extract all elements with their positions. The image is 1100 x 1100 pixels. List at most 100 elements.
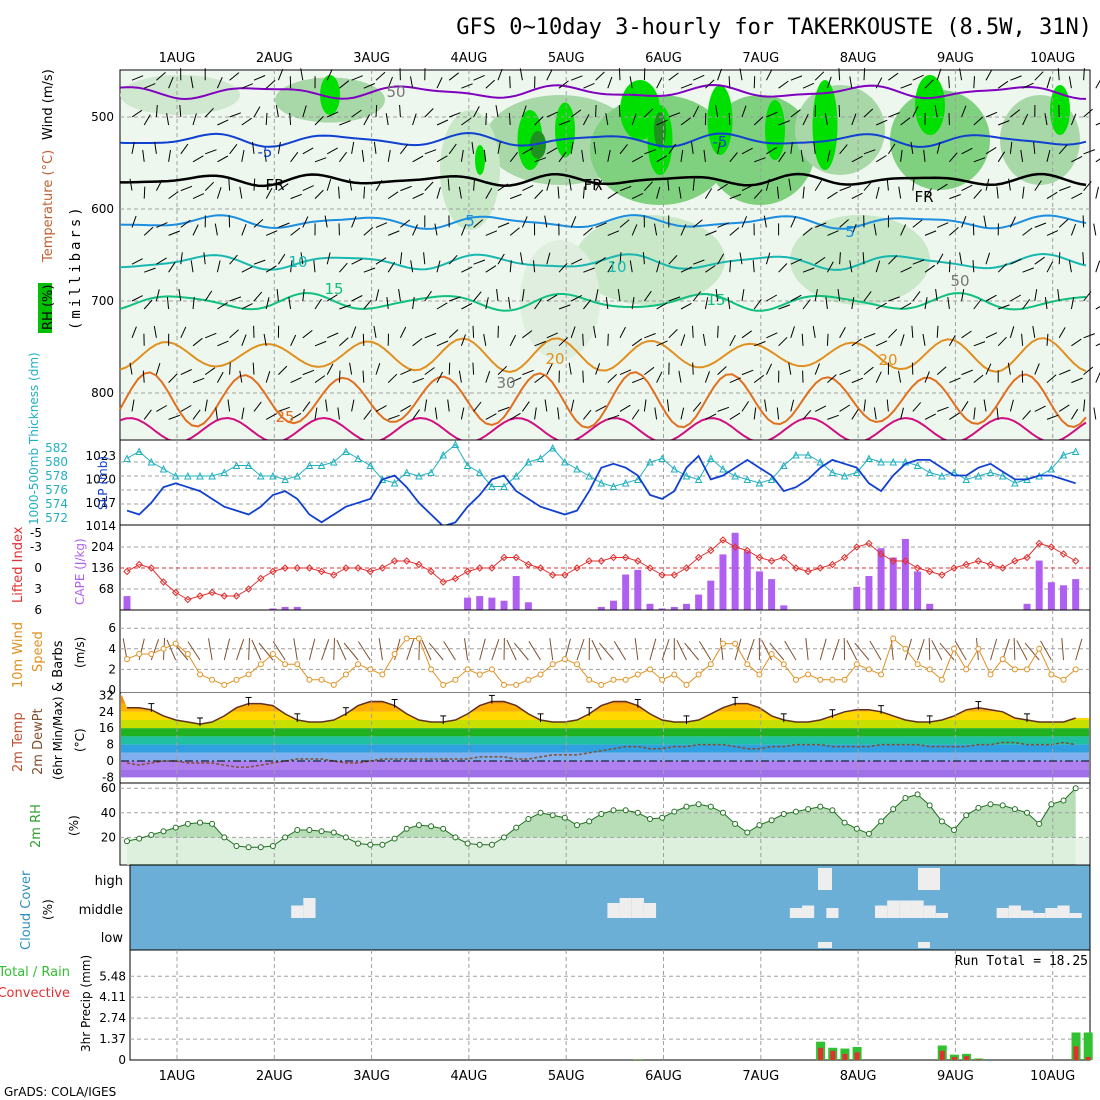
wind-barb [278,183,289,192]
wind-barb [839,327,846,339]
y-tick-label: 600 [91,202,114,216]
wind-barb [631,155,644,163]
rh-point [184,820,191,827]
rh-point [841,819,848,826]
wind-barb [473,106,480,118]
wind10-barb [1016,640,1028,661]
wind-barb [339,120,351,126]
wind-barb [204,290,213,302]
wind-barb [900,302,912,310]
wind10-point [744,661,751,668]
wind-barb [522,184,534,192]
wind-barb [949,152,958,163]
y-tick-label: 578 [45,469,68,483]
wind-barb [949,377,961,384]
wind-barb [997,80,1009,89]
wind-barb [351,295,363,302]
li-point [998,564,1007,572]
wind-barb [276,289,279,302]
wind10-barb [990,638,998,661]
li-point [755,553,764,562]
wind-barb [412,377,424,384]
wind10-point [999,656,1006,663]
wind-barb [948,76,950,89]
wind-barb [1057,68,1060,81]
wind10-barb [418,637,420,661]
wind-barb [337,407,340,420]
li-point [926,567,934,576]
contour-5 [119,214,1087,230]
wind-barb [753,299,762,310]
rh-point [622,807,629,814]
wind-barb [949,227,959,236]
li-point [840,553,849,562]
wind-barb [388,230,400,236]
wind-barb [998,304,1010,310]
wind-barb [497,253,505,265]
wind-barb [1009,141,1013,154]
wind-barb [863,181,873,191]
wind-barb [607,230,620,236]
wind-barb [264,149,267,162]
wind-barb [814,289,818,302]
w10-ylabel-c: & Barbs [51,640,66,692]
bottom-day-label: 1AUG [159,1069,196,1084]
contour-label: 5 [465,212,475,230]
wind-barb [924,371,930,383]
thickness-point [743,475,752,483]
wind-barb [826,261,834,273]
wind-barb [314,116,324,126]
wind-barb [1010,75,1022,81]
wind-barb [424,108,434,118]
wind-barb [900,407,904,420]
wind-barb [765,69,773,81]
wind-barb [217,302,228,310]
cloud-middle-cell [899,900,912,918]
wind-barb [570,109,582,118]
wind-barb [692,74,705,81]
wind-barb [997,151,1006,163]
wind-barb [534,407,537,420]
wind-barb [985,294,997,302]
wind-barb [898,186,902,199]
wind-barb [314,375,326,384]
wind-barb [534,298,542,310]
wind10-point [732,640,739,647]
wind-barb [509,76,511,89]
wind-barb [619,219,630,228]
wind-barb [180,219,191,228]
wind-barb [790,75,803,81]
wind-barb [558,151,567,163]
wind-barb [144,267,156,273]
wind-barb [728,112,731,126]
wind-barb [644,149,656,155]
contour-purple [119,83,1087,101]
wind10-barb [854,642,870,661]
wind-barb [472,362,475,375]
wind10-barb [272,641,286,661]
wind-barb [827,374,837,383]
li-point [135,560,143,569]
rh2m-panel: 60 40 20 [101,781,1091,866]
wind-barb [485,265,497,273]
rh-ylabel-b: (%) [67,815,81,836]
wind-barb [497,141,501,154]
wind-barb [826,149,831,162]
wind-barb [509,151,518,163]
wind10-point [914,661,921,668]
wind-barb [985,332,998,339]
wind-barb [314,157,327,163]
rh-point [1048,801,1055,808]
wind-barb [900,117,911,126]
li-point [707,546,715,555]
wind-barb [436,119,449,126]
wind-barb [595,405,607,412]
wind-barb [936,366,947,375]
rh-point [1060,797,1067,804]
wind-barb [375,104,378,118]
wind-barb [460,224,467,236]
li-point [877,550,885,558]
li-point [986,560,995,569]
li-point [889,557,897,565]
wind-barb [851,224,857,236]
